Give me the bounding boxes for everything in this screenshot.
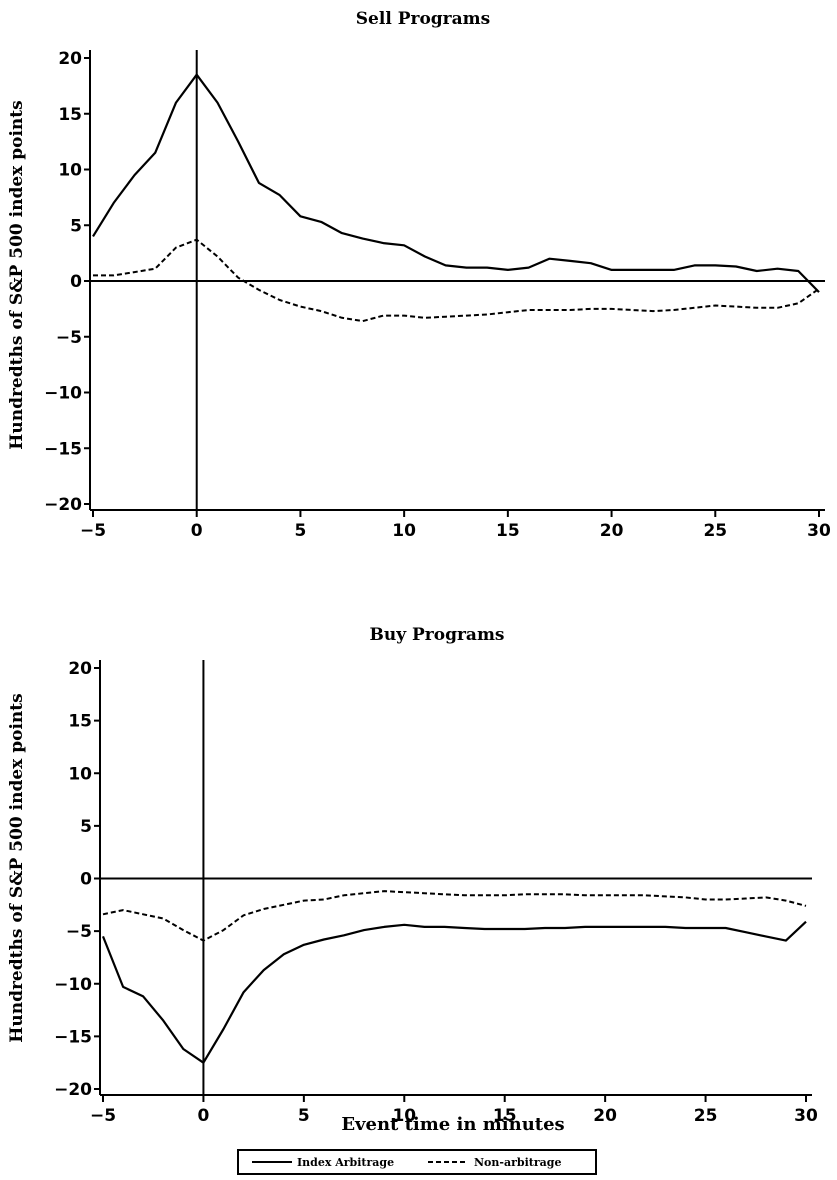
series-lines [101,890,807,1064]
series-lines [92,73,820,323]
axes: −20 −15 −10 −5 0 5 10 15 20 −5 0 5 10 15 20 25 30 [44,49,831,541]
x-tick-label: 20 [593,1106,617,1126]
x-axis-label: Event time in minutes [341,1114,564,1135]
x-tick-label: 0 [198,1106,210,1126]
buy-programs-chart: Buy Programs Hundredths of S&P 500 index… [7,625,818,1135]
x-tick-label: −5 [90,1106,116,1126]
chart-title: Sell Programs [356,9,490,29]
axes: −20 −15 −10 −5 0 5 10 15 20 −5 0 5 10 15 20 25 30 [54,659,818,1126]
y-axis-label: Hundredths of S&P 500 index points [7,100,27,449]
y-tick-label: 0 [80,870,92,890]
y-tick-label: −20 [44,495,82,515]
y-tick-label: 10 [68,764,92,784]
chart-title: Buy Programs [369,625,504,645]
x-tick-label: 10 [392,521,416,541]
x-tick-label: 15 [496,521,520,541]
y-tick-label: 15 [68,712,92,732]
legend: Index Arbitrage Non-arbitrage [237,1149,597,1175]
x-tick-label: −5 [80,521,106,541]
y-tick-label: 0 [70,272,82,292]
x-tick-label: 20 [600,521,624,541]
y-tick-label: −5 [66,922,92,942]
non-arbitrage-line [93,238,820,323]
index-arbitrage-line [101,920,807,1064]
y-tick-label: −5 [56,328,82,348]
y-tick-label: 15 [58,105,82,125]
y-tick-label: 20 [58,49,82,69]
y-tick-label: −15 [54,1027,92,1047]
x-tick-label: 30 [807,521,831,541]
y-tick-label: −20 [54,1080,92,1100]
y-tick-label: −10 [44,384,82,404]
y-tick-label: −10 [54,975,92,995]
sell-programs-chart: Sell Programs Hundredths of S&P 500 inde… [7,9,831,541]
index-arbitrage-line [92,73,820,293]
x-tick-label: 15 [493,1106,517,1126]
legend-label-non-arbitrage: Non-arbitrage [474,1156,561,1169]
legend-box [237,1149,597,1175]
x-tick-label: 10 [392,1106,416,1126]
x-tick-label: 30 [794,1106,818,1126]
x-tick-label: 25 [703,521,727,541]
x-tick-label: 5 [298,1106,310,1126]
legend-label-index-arbitrage: Index Arbitrage [297,1156,394,1169]
x-tick-label: 0 [191,521,203,541]
y-tick-label: 20 [68,659,92,679]
non-arbitrage-line [102,890,807,942]
y-tick-label: −15 [44,439,82,459]
x-tick-label: 5 [295,521,307,541]
y-axis-label: Hundredths of S&P 500 index points [7,693,27,1042]
x-tick-label: 25 [694,1106,718,1126]
y-tick-label: 5 [70,216,82,236]
y-tick-label: 5 [80,817,92,837]
y-tick-label: 10 [58,161,82,181]
